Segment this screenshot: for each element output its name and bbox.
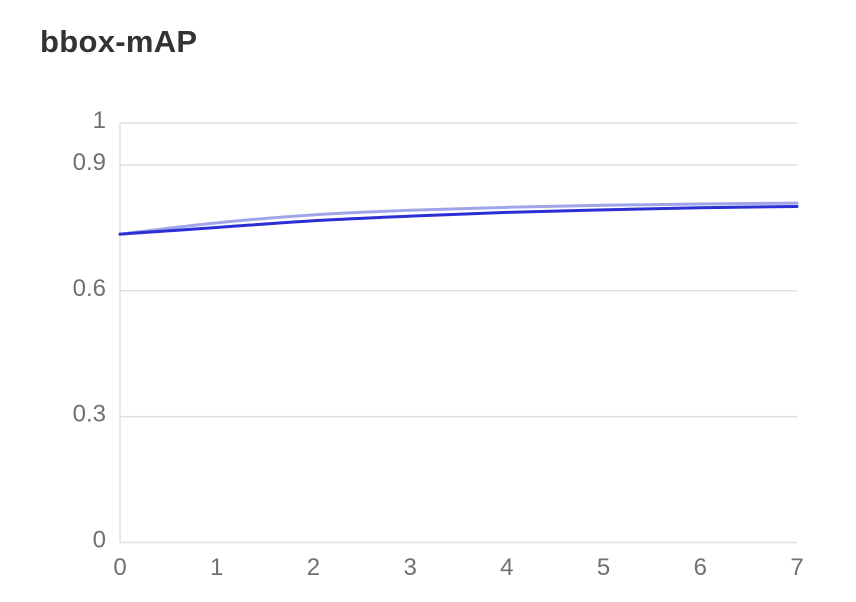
chart-title: bbox-mAP — [40, 24, 198, 59]
series-path-light-blue-run — [118, 201, 799, 236]
y-tick-label: 0.6 — [73, 275, 106, 302]
x-tick-label: 4 — [500, 554, 513, 581]
series-path-dark-blue-run — [118, 204, 799, 236]
x-tick-label: 6 — [694, 554, 707, 581]
x-tick-label: 1 — [210, 554, 223, 581]
x-tick-label: 2 — [307, 554, 320, 581]
x-tick-label: 5 — [597, 554, 610, 581]
x-tick-label: 7 — [790, 554, 803, 581]
x-tick-label: 3 — [403, 554, 416, 581]
y-tick-label: 1 — [93, 107, 106, 134]
y-tick-label: 0 — [93, 527, 106, 554]
y-tick-label: 0.9 — [73, 149, 106, 176]
x-tick-label: 0 — [113, 554, 126, 581]
y-tick-label: 0.3 — [73, 401, 106, 428]
